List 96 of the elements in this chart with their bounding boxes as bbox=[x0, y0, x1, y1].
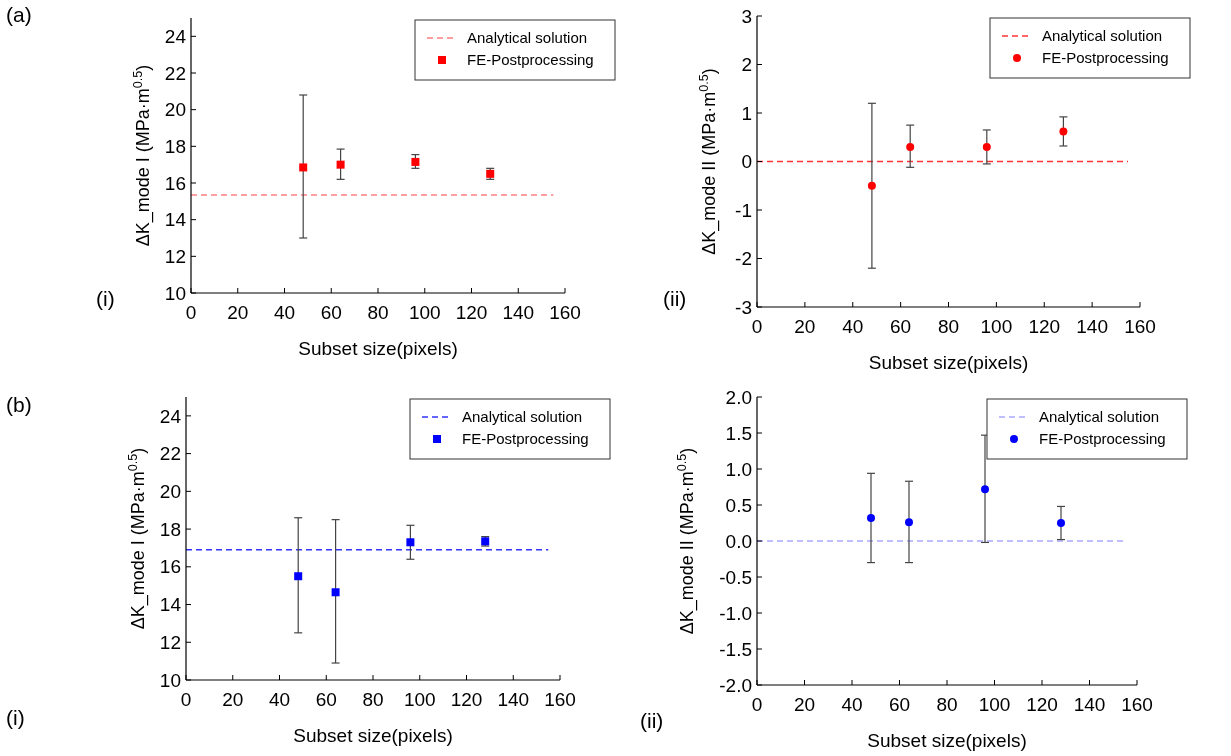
y-tick-label: 1.0 bbox=[725, 458, 752, 480]
y-tick-label: 16 bbox=[159, 556, 181, 578]
x-tick-label: 40 bbox=[268, 689, 291, 710]
y-tick-label: 0.0 bbox=[725, 530, 752, 552]
point bbox=[1059, 127, 1068, 136]
text: (b) bbox=[6, 393, 32, 416]
x-tick-label: 100 bbox=[980, 316, 1013, 337]
y-tick-label: -2 bbox=[735, 248, 752, 270]
x-tick-label: 20 bbox=[793, 694, 816, 715]
y-tick-label: -0.5 bbox=[719, 566, 752, 588]
text: (i) bbox=[96, 287, 115, 310]
x-tick-label: 140 bbox=[1076, 316, 1108, 337]
point bbox=[411, 157, 420, 166]
y-tick-label: 22 bbox=[159, 443, 181, 465]
x-tick-label: 120 bbox=[1026, 694, 1058, 715]
legend-label: FE-Postprocessing bbox=[462, 430, 589, 448]
legend-label: FE-Postprocessing bbox=[467, 51, 594, 69]
x-tick-label: 40 bbox=[842, 316, 864, 337]
x-tick-label: 20 bbox=[222, 689, 244, 710]
x-tick-label: 80 bbox=[937, 316, 960, 337]
y-tick-label: 16 bbox=[164, 172, 186, 194]
x-tick-label: 160 bbox=[549, 302, 581, 323]
y-tick-label: 20 bbox=[159, 480, 181, 502]
y-tick-label: 12 bbox=[164, 245, 186, 267]
legend-label: Analytical solution bbox=[467, 29, 588, 47]
y-tick-label: 0.5 bbox=[725, 494, 752, 516]
x-tick-label: 100 bbox=[403, 689, 436, 710]
y-tick-label: -1 bbox=[735, 199, 752, 221]
x-tick-label: 60 bbox=[315, 689, 337, 710]
y-tick-label: 24 bbox=[159, 405, 182, 427]
x-tick-label: 140 bbox=[502, 302, 535, 323]
x-tick-label: 60 bbox=[890, 316, 912, 337]
point bbox=[299, 163, 308, 172]
point bbox=[905, 518, 913, 527]
x-tick-label: 140 bbox=[1073, 694, 1106, 715]
y-tick-label: 18 bbox=[164, 135, 186, 157]
x-tick-label: 160 bbox=[1124, 316, 1156, 337]
y-tick-label: 20 bbox=[164, 99, 186, 121]
x-tick-label: 60 bbox=[888, 694, 911, 715]
point bbox=[906, 142, 915, 151]
x-tick-label: 100 bbox=[408, 302, 441, 323]
legend-label: Analytical solution bbox=[462, 408, 583, 426]
x-tick-label: 80 bbox=[367, 302, 389, 323]
x-tick-label: 60 bbox=[320, 302, 342, 323]
y-tick-label: 1 bbox=[741, 102, 752, 124]
y-tick-label: -3 bbox=[735, 296, 752, 318]
y-tick-label: 22 bbox=[164, 62, 186, 84]
y-tick-label: 14 bbox=[159, 594, 182, 616]
y-tick-label: 3 bbox=[741, 5, 752, 27]
legend-label: Analytical solution bbox=[1042, 27, 1163, 45]
text: (ii) bbox=[640, 709, 664, 732]
point bbox=[981, 485, 989, 494]
x-tick-label: 100 bbox=[978, 694, 1011, 715]
y-tick-label: 24 bbox=[164, 25, 187, 47]
x-tick-label: 120 bbox=[450, 689, 483, 710]
y-tick-label: 18 bbox=[159, 518, 181, 540]
y-tick-label: 2.0 bbox=[725, 386, 752, 408]
x-tick-label: 80 bbox=[362, 689, 384, 710]
y-tick-label: 10 bbox=[164, 282, 186, 304]
legend-label: FE-Postprocessing bbox=[1039, 430, 1166, 448]
y-tick-label: 0 bbox=[741, 151, 752, 173]
point bbox=[336, 160, 345, 169]
text: (a) bbox=[6, 3, 32, 26]
x-tick-label: 120 bbox=[455, 302, 488, 323]
x-tick-label: 140 bbox=[497, 689, 530, 710]
x-tick-label: 120 bbox=[1028, 316, 1061, 337]
x-axis-title: Subset size(pixels) bbox=[298, 338, 458, 359]
y-tick-label: -2.0 bbox=[719, 674, 752, 696]
x-axis-title: Subset size(pixels) bbox=[867, 730, 1027, 751]
text: (ii) bbox=[663, 287, 687, 310]
point bbox=[1057, 519, 1065, 527]
x-tick-label: 160 bbox=[544, 689, 576, 710]
x-tick-label: 80 bbox=[936, 694, 958, 715]
x-tick-label: 40 bbox=[273, 302, 296, 323]
point bbox=[867, 513, 875, 522]
x-axis-title: Subset size(pixels) bbox=[868, 352, 1029, 373]
y-tick-label: 1.5 bbox=[725, 422, 752, 444]
point bbox=[294, 572, 303, 581]
y-tick-label: 10 bbox=[159, 669, 181, 691]
text: (i) bbox=[6, 706, 25, 729]
legend-label: Analytical solution bbox=[1039, 408, 1160, 426]
legend-label: FE-Postprocessing bbox=[1042, 49, 1169, 67]
x-tick-label: 40 bbox=[841, 694, 863, 715]
y-tick-label: 2 bbox=[741, 54, 752, 76]
point bbox=[406, 538, 415, 547]
y-tick-label: 14 bbox=[164, 209, 187, 231]
x-tick-label: 160 bbox=[1121, 694, 1153, 715]
point bbox=[331, 588, 340, 597]
x-tick-label: 20 bbox=[794, 316, 816, 337]
y-tick-label: -1.0 bbox=[719, 602, 752, 624]
x-axis-title: Subset size(pixels) bbox=[293, 725, 453, 746]
point bbox=[867, 181, 876, 190]
y-tick-label: 12 bbox=[159, 631, 181, 653]
point bbox=[982, 142, 991, 151]
y-tick-label: -1.5 bbox=[719, 638, 752, 660]
x-tick-label: 20 bbox=[227, 302, 249, 323]
